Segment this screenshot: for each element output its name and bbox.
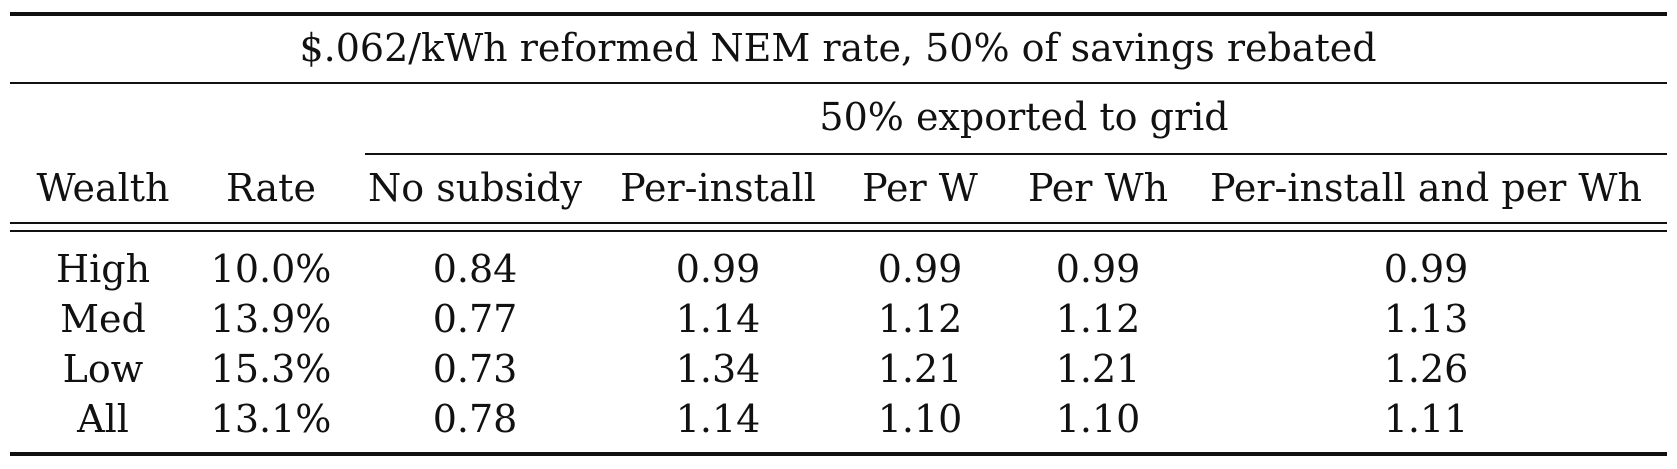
table-cell: 0.77 <box>432 297 518 341</box>
group-rule <box>365 153 1667 155</box>
column-header-per-install-and-per-wh: Per-install and per Wh <box>1210 166 1642 210</box>
table-cell: 1.14 <box>675 397 761 441</box>
table-cell: 1.14 <box>675 297 761 341</box>
table-cell: 1.21 <box>877 347 963 391</box>
table-cell: 1.12 <box>1055 297 1141 341</box>
table-cell: 1.26 <box>1383 347 1469 391</box>
table-cell: 0.78 <box>432 397 518 441</box>
header-double-rule-top <box>10 222 1667 224</box>
table-cell: 0.99 <box>877 247 963 291</box>
column-header-per-install: Per-install <box>620 166 816 210</box>
table-cell: 1.13 <box>1383 297 1469 341</box>
table-cell: Low <box>62 347 144 391</box>
table-cell: All <box>77 397 129 441</box>
table-cell: 1.12 <box>877 297 963 341</box>
bottom-rule <box>10 452 1667 456</box>
column-header-per-wh: Per Wh <box>1027 166 1169 210</box>
table-cell: 0.99 <box>1055 247 1141 291</box>
column-header-no-subsidy: No subsidy <box>368 166 582 210</box>
table-cell: 15.3% <box>210 347 332 391</box>
title-rule <box>10 82 1667 84</box>
table-cell: 1.10 <box>877 397 963 441</box>
column-header-per-w: Per W <box>862 166 978 210</box>
table-cell: 0.84 <box>432 247 518 291</box>
table-cell: 1.34 <box>675 347 761 391</box>
table-cell: 0.99 <box>675 247 761 291</box>
table-cell: 10.0% <box>210 247 332 291</box>
table-cell: 0.73 <box>432 347 518 391</box>
top-rule <box>10 12 1667 16</box>
table-cell: 1.11 <box>1383 397 1469 441</box>
table-cell: 1.10 <box>1055 397 1141 441</box>
column-header-wealth: Wealth <box>36 166 170 210</box>
table-title: $.062/kWh reformed NEM rate, 50% of savi… <box>299 26 1377 70</box>
table-cell: 0.99 <box>1383 247 1469 291</box>
table-cell: High <box>55 247 151 291</box>
table-cell: 13.9% <box>210 297 332 341</box>
table-cell: 13.1% <box>210 397 332 441</box>
header-double-rule-bottom <box>10 230 1667 232</box>
table-cell: Med <box>60 297 146 341</box>
column-header-rate: Rate <box>226 166 316 210</box>
table-cell: 1.21 <box>1055 347 1141 391</box>
group-header-exported: 50% exported to grid <box>819 95 1229 139</box>
